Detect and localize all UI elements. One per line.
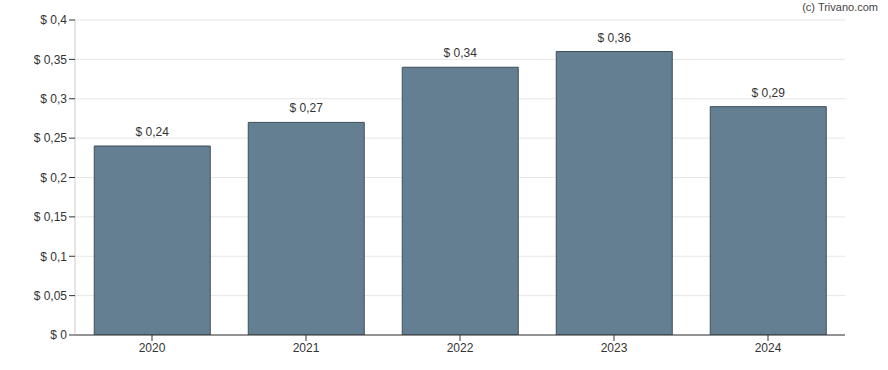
svg-text:$ 0,1: $ 0,1 [40,250,67,264]
svg-text:$ 0,27: $ 0,27 [290,101,324,115]
svg-text:$ 0,3: $ 0,3 [40,92,67,106]
svg-text:$ 0,05: $ 0,05 [34,289,68,303]
svg-text:$ 0,15: $ 0,15 [34,210,68,224]
svg-text:$ 0,34: $ 0,34 [444,46,478,60]
svg-text:2021: 2021 [293,341,320,355]
svg-text:2023: 2023 [601,341,628,355]
svg-text:$ 0: $ 0 [50,328,67,342]
svg-text:$ 0,4: $ 0,4 [40,13,67,27]
svg-text:2024: 2024 [755,341,782,355]
svg-text:$ 0,2: $ 0,2 [40,171,67,185]
html-text:(c) Trivano.com: (c) Trivano.com [802,1,878,13]
svg-text:$ 0,25: $ 0,25 [34,131,68,145]
svg-text:2020: 2020 [139,341,166,355]
svg-text:$ 0,29: $ 0,29 [752,86,786,100]
svg-text:$ 0,35: $ 0,35 [34,53,68,67]
svg-text:2022: 2022 [447,341,474,355]
svg-text:$ 0,24: $ 0,24 [136,125,170,139]
svg-text:$ 0,36: $ 0,36 [598,31,632,45]
